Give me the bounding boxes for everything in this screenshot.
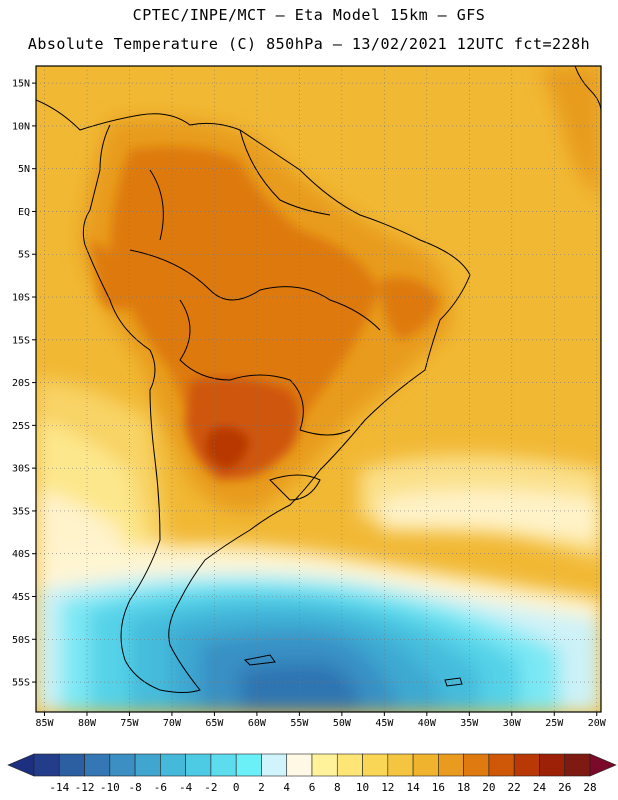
colorbar-swatch xyxy=(160,753,186,777)
colorbar-label: -2 xyxy=(204,781,217,794)
colorbar-label: -10 xyxy=(100,781,120,794)
lon-tick-label: 65W xyxy=(205,718,224,729)
map-frame xyxy=(35,65,602,713)
lon-tick-label: 30W xyxy=(503,718,522,729)
lon-tick-label: 75W xyxy=(120,718,139,729)
lon-tick-label: 20W xyxy=(588,718,607,729)
lat-tick-label: 5N xyxy=(18,164,30,175)
lon-tick-label: 70W xyxy=(163,718,182,729)
lon-tick-label: 55W xyxy=(290,718,309,729)
lon-tick-label: 40W xyxy=(418,718,437,729)
colorbar-label: 26 xyxy=(558,781,571,794)
colorbar-under-triangle xyxy=(7,753,35,777)
lat-tick-label: 45S xyxy=(12,592,30,603)
colorbar-label: -4 xyxy=(179,781,193,794)
colorbar-swatch xyxy=(109,753,136,777)
colorbar-swatch xyxy=(412,753,439,777)
lat-tick-label: 10S xyxy=(12,293,30,304)
lat-tick-label: 30S xyxy=(12,464,30,475)
colorbar-swatch xyxy=(513,753,540,777)
colorbar-swatch xyxy=(311,753,338,777)
lon-tick-label: 50W xyxy=(333,718,352,729)
colorbar-label: 8 xyxy=(334,781,341,794)
lat-tick-label: 15N xyxy=(12,79,30,90)
colorbar-label: 0 xyxy=(233,781,240,794)
colorbar-swatch xyxy=(185,753,212,777)
colorbar-swatch xyxy=(134,753,161,777)
colorbar-swatch xyxy=(387,753,414,777)
colorbar-swatch xyxy=(33,753,60,777)
colorbar-label: 6 xyxy=(309,781,316,794)
lat-tick-label: 5S xyxy=(18,250,30,261)
colorbar: -14 -12 -10 -8 -6 -4 -2 0 2 4 6 8 10 12 14 16 18 20 22 24 26… xyxy=(7,753,617,794)
map-title-line-2: Absolute Temperature (C) 850hPa – 13/02/… xyxy=(27,35,591,53)
lat-tick-label: EQ xyxy=(18,207,30,218)
colorbar-swatch xyxy=(539,753,566,777)
lon-tick-label: 35W xyxy=(460,718,479,729)
colorbar-swatch xyxy=(564,753,591,777)
colorbar-swatch xyxy=(336,753,363,777)
lon-tick-label: 60W xyxy=(248,718,267,729)
colorbar-label: 16 xyxy=(432,781,445,794)
lat-tick-label: 35S xyxy=(12,506,30,517)
colorbar-label: 28 xyxy=(583,781,596,794)
lat-tick-label: 15S xyxy=(12,335,30,346)
coastline-borders xyxy=(36,66,601,693)
colorbar-swatch xyxy=(58,753,85,777)
colorbar-label: 24 xyxy=(533,781,547,794)
lon-tick-label: 80W xyxy=(78,718,97,729)
latitude-tick-labels: 15N 10N 5N EQ 5S 10S 15S 20S 25S 30S 35S 40S 45S 50S 5… xyxy=(12,79,36,689)
lat-tick-label: 55S xyxy=(12,678,30,689)
colorbar-label: 14 xyxy=(406,781,420,794)
colorbar-swatch xyxy=(488,753,515,777)
colorbar-label: 4 xyxy=(283,781,290,794)
map-title-line-1: CPTEC/INPE/MCT – Eta Model 15km – GFS xyxy=(132,6,486,24)
lon-tick-label: 25W xyxy=(545,718,564,729)
temperature-field xyxy=(36,66,601,712)
colorbar-swatch xyxy=(463,753,490,777)
colorbar-label: 18 xyxy=(457,781,470,794)
colorbar-label: -14 xyxy=(49,781,69,794)
colorbar-swatch xyxy=(261,753,288,777)
colorbar-label: -8 xyxy=(128,781,141,794)
colorbar-label: -6 xyxy=(154,781,167,794)
colorbar-label: 2 xyxy=(258,781,265,794)
lat-tick-label: 40S xyxy=(12,549,30,560)
colorbar-swatch xyxy=(235,753,262,777)
colorbar-label: 20 xyxy=(482,781,495,794)
lon-tick-label: 85W xyxy=(35,718,54,729)
colorbar-over-triangle xyxy=(589,753,617,777)
lat-tick-label: 50S xyxy=(12,635,30,646)
colorbar-swatch xyxy=(286,753,313,777)
colorbar-swatch xyxy=(84,753,111,777)
colorbar-label: 22 xyxy=(508,781,521,794)
longitude-tick-labels: 85W 80W 75W 70W 65W 60W 55W 50W 45W 40W 35W 30W 25W 2… xyxy=(35,712,607,729)
colorbar-swatch xyxy=(438,753,464,777)
lon-tick-label: 45W xyxy=(375,718,394,729)
lat-tick-label: 25S xyxy=(12,421,30,432)
colorbar-swatch xyxy=(210,753,237,777)
colorbar-label: 12 xyxy=(381,781,394,794)
colorbar-label: -12 xyxy=(75,781,95,794)
colorbar-label: 10 xyxy=(356,781,369,794)
colorbar-swatch xyxy=(362,753,389,777)
lat-tick-label: 10N xyxy=(12,121,30,132)
lat-tick-label: 20S xyxy=(12,378,30,389)
